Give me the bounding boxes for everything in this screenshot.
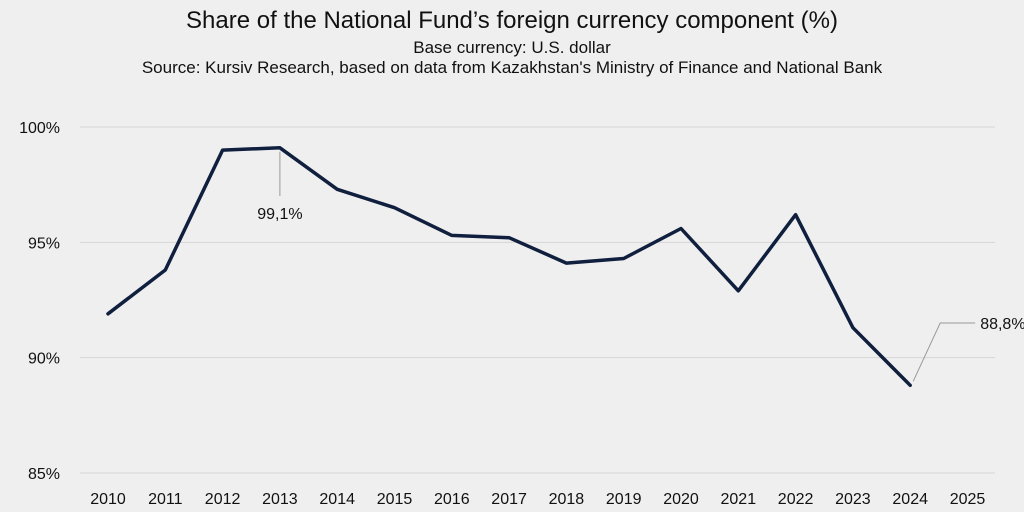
- x-tick-label-2012: 2012: [205, 491, 241, 508]
- x-tick-label-2018: 2018: [549, 491, 585, 508]
- y-tick-label-85: 85%: [28, 466, 60, 483]
- x-tick-label-2010: 2010: [90, 491, 126, 508]
- annotation-label-2024: 88,8%: [980, 316, 1024, 333]
- chart-subtitle-source: Source: Kursiv Research, based on data f…: [141, 58, 883, 77]
- y-tick-label-100: 100%: [19, 120, 60, 137]
- x-tick-label-2024: 2024: [892, 491, 928, 508]
- y-tick-label-95: 95%: [28, 235, 60, 252]
- x-tick-label-2014: 2014: [319, 491, 355, 508]
- x-tick-label-2020: 2020: [663, 491, 699, 508]
- x-tick-label-2017: 2017: [491, 491, 527, 508]
- x-tick-label-2015: 2015: [377, 491, 413, 508]
- chart-title: Share of the National Fund’s foreign cur…: [186, 7, 838, 34]
- x-tick-label-2011: 2011: [148, 491, 183, 508]
- x-tick-label-2021: 2021: [721, 491, 757, 508]
- x-tick-label-2025: 2025: [950, 491, 986, 508]
- annotation-label-2013: 99,1%: [257, 206, 302, 223]
- chart-subtitle-currency: Base currency: U.S. dollar: [413, 38, 611, 57]
- x-tick-label-2022: 2022: [778, 491, 814, 508]
- x-tick-label-2013: 2013: [262, 491, 298, 508]
- annotation-leader-2024: [912, 322, 976, 382]
- x-tick-label-2023: 2023: [835, 491, 871, 508]
- y-tick-label-90: 90%: [28, 351, 60, 368]
- x-tick-label-2019: 2019: [606, 491, 642, 508]
- series-line: [106, 146, 912, 388]
- x-tick-label-2016: 2016: [434, 491, 470, 508]
